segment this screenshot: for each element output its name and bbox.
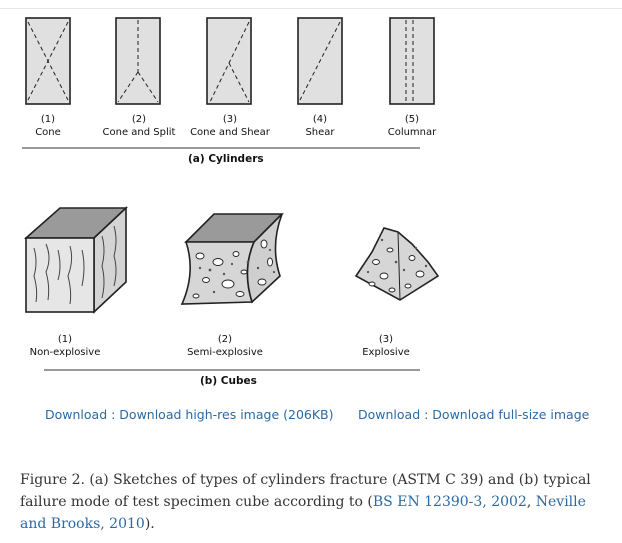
cubes-heading: (b) Cubes [200, 375, 257, 387]
cube-label-1-num: (1) [57, 334, 73, 345]
reference-link-bs-en[interactable]: BS EN 12390-3, 2002 [372, 494, 527, 510]
cylinder-label-4-num: (4) [312, 114, 328, 125]
top-divider [0, 8, 622, 9]
cylinder-label-3: (3) Cone and Shear [186, 113, 274, 139]
cylinder-columnar-sketch [389, 17, 435, 105]
cylinder-label-5-name: Columnar [387, 127, 437, 138]
cylinder-cone-sketch [25, 17, 71, 105]
figure-caption: Figure 2. (a) Sketches of types of cylin… [20, 469, 610, 535]
cylinder-label-5-num: (5) [404, 114, 420, 125]
cylinder-label-1: (1) Cone [18, 113, 78, 139]
caption-text: Figure 2. (a) Sketches of types of cylin… [20, 472, 591, 510]
cylinder-cone-shear-sketch [206, 17, 252, 105]
reference-link-neville-brooks[interactable]: Neville and Brooks, 2010 [20, 494, 586, 532]
cylinder-label-1-num: (1) [40, 114, 56, 125]
cube-label-3-name: Explosive [362, 347, 410, 358]
cube-label-2: (2) Semi-explosive [180, 333, 270, 359]
cube-non-explosive-sketch [23, 206, 129, 314]
cylinder-label-5: (5) Columnar [380, 113, 444, 139]
cube-label-2-name: Semi-explosive [187, 347, 263, 358]
cylinder-cone-split-sketch [115, 17, 161, 105]
caption-end: ). [144, 516, 155, 532]
cylinder-label-2: (2) Cone and Split [98, 113, 180, 139]
cylinder-label-1-name: Cone [35, 127, 61, 138]
cylinder-label-3-name: Cone and Shear [190, 127, 270, 138]
cylinder-label-4: (4) Shear [290, 113, 350, 139]
cylinder-shear-sketch [297, 17, 343, 105]
cube-label-1: (1) Non-explosive [22, 333, 108, 359]
cylinder-label-2-num: (2) [131, 114, 147, 125]
fracture-sketch-graphic [22, 17, 440, 371]
cube-label-1-name: Non-explosive [29, 347, 101, 358]
cube-explosive-sketch [354, 227, 440, 301]
cube-label-2-num: (2) [217, 334, 233, 345]
download-full-size-link[interactable]: Download : Download full-size image [358, 407, 590, 422]
cylinder-label-4-name: Shear [305, 127, 335, 138]
cube-semi-explosive-sketch [180, 213, 284, 305]
cylinders-heading: (a) Cylinders [188, 153, 264, 165]
caption-separator: , [526, 494, 536, 510]
download-high-res-link[interactable]: Download : Download high-res image (206K… [45, 407, 334, 422]
cylinder-label-2-name: Cone and Split [102, 127, 176, 138]
cylinder-label-3-num: (3) [222, 114, 238, 125]
cube-label-3: (3) Explosive [356, 333, 416, 359]
figure-image: (1) Cone (2) Cone and Split (3) Cone and… [18, 17, 444, 387]
cube-label-3-num: (3) [378, 334, 394, 345]
